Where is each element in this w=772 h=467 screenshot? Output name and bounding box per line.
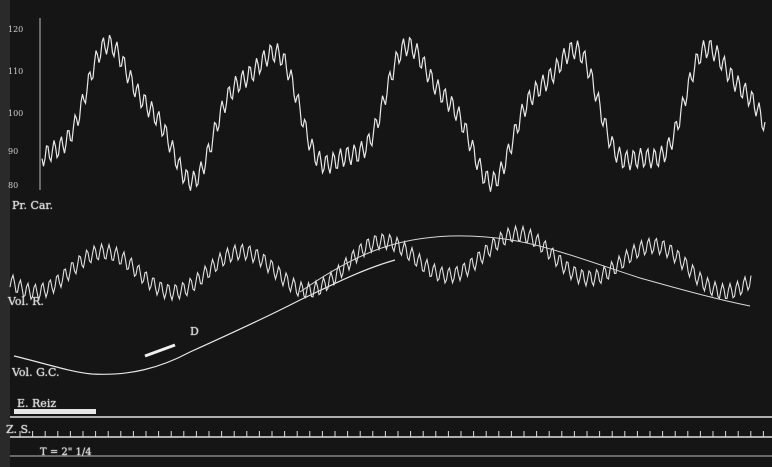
blood-pressure-trace bbox=[41, 34, 766, 192]
marker-label: D bbox=[190, 325, 199, 338]
scale-mark-2: 110 bbox=[8, 67, 24, 76]
time-scale-label: T = 2" 1/4 bbox=[40, 447, 92, 458]
time-ticks bbox=[19, 431, 764, 437]
scale-mark-3: 100 bbox=[8, 109, 24, 118]
scale-mark-5: 80 bbox=[8, 181, 19, 190]
lower-trace-label: Vol. G.C. bbox=[12, 366, 60, 379]
middle-trace-label: Vol. R. bbox=[8, 295, 44, 308]
scale-mark-4: 90 bbox=[8, 147, 19, 156]
stimulus-bar bbox=[14, 409, 96, 414]
volume-trace bbox=[9, 224, 752, 302]
scale-mark-1: 120 bbox=[8, 25, 24, 34]
top-trace-label: Pr. Car. bbox=[12, 199, 53, 212]
volume-envelope bbox=[299, 235, 751, 307]
stimulus-label: E. Reiz bbox=[17, 397, 57, 410]
lower-volume-trace bbox=[13, 259, 396, 375]
plate-edge bbox=[0, 0, 10, 467]
time-axis-label: Z. S. bbox=[6, 423, 32, 436]
marker-segment bbox=[144, 343, 176, 358]
